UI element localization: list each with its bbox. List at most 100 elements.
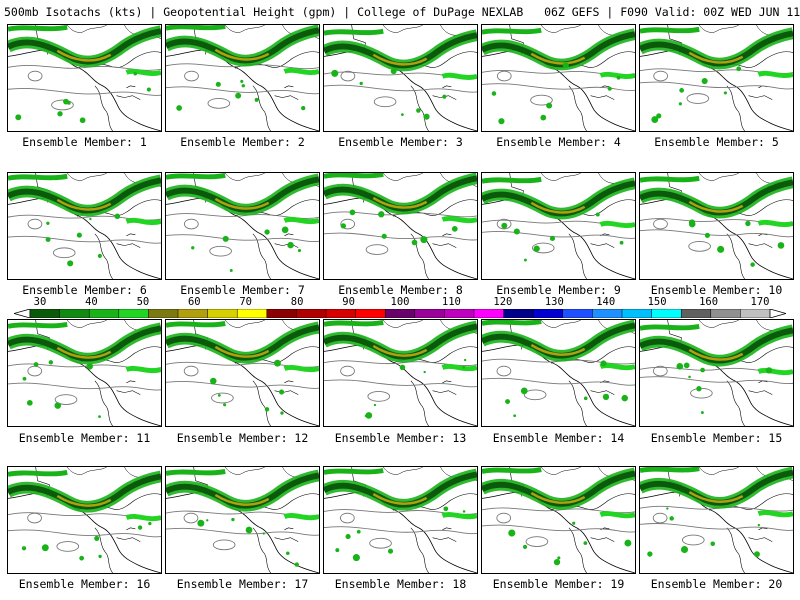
colorbar-label-60: 60 (187, 296, 201, 308)
colorbar-swatch-6 (177, 309, 209, 318)
colorbar-labels: 30 40 50 60 70 80 90 100 110 120 130 140 150 160 170 (0, 296, 800, 308)
colorbar-swatch-22 (651, 309, 682, 318)
ensemble-panel-11 (7, 319, 162, 427)
ensemble-caption-14: Ensemble Member: 14 (492, 431, 625, 445)
colorbar-label-90: 90 (342, 296, 355, 308)
ensemble-panel-14 (481, 319, 636, 427)
colorbar-label-140: 140 (596, 296, 616, 308)
colorbar-label-120: 120 (493, 296, 513, 308)
colorbar-swatch-23 (680, 309, 712, 318)
ensemble-panel-13 (323, 319, 478, 427)
colorbar-swatch-1 (29, 309, 61, 318)
colorbar-swatch-17 (503, 309, 534, 318)
ensemble-caption-12: Ensemble Member: 12 (176, 431, 309, 445)
ensemble-panel-19 (481, 466, 636, 574)
colorbar-swatch-18 (532, 309, 564, 318)
colorbar-label-30: 30 (33, 296, 47, 308)
colorbar-swatch-2 (59, 309, 90, 318)
ensemble-map-5 (640, 25, 793, 131)
ensemble-map-8 (324, 173, 477, 279)
ensemble-panel-3 (323, 24, 478, 132)
colorbar-label-70: 70 (239, 296, 253, 308)
ensemble-map-6 (8, 173, 161, 279)
ensemble-map-3 (324, 25, 477, 131)
colorbar-swatch-13 (384, 309, 416, 318)
colorbar-label-40: 40 (85, 296, 98, 308)
ensemble-caption-16: Ensemble Member: 16 (18, 577, 151, 591)
ensemble-map-16 (8, 467, 161, 573)
colorbar-swatch-8 (236, 309, 268, 318)
ensemble-caption-9: Ensemble Member: 9 (496, 283, 621, 297)
ensemble-map-13 (324, 320, 477, 426)
ensemble-caption-3: Ensemble Member: 3 (338, 135, 463, 149)
ensemble-panel-17 (165, 466, 320, 574)
ensemble-caption-10: Ensemble Member: 10 (650, 283, 783, 297)
ensemble-caption-20: Ensemble Member: 20 (650, 577, 783, 591)
ensemble-map-7 (166, 173, 319, 279)
ensemble-map-14 (482, 320, 635, 426)
ensemble-caption-1: Ensemble Member: 1 (22, 135, 147, 149)
isotach-colorbar (14, 309, 786, 318)
colorbar-swatch-7 (207, 309, 238, 318)
ensemble-panel-8 (323, 172, 478, 280)
ensemble-caption-2: Ensemble Member: 2 (180, 135, 305, 149)
ensemble-map-18 (324, 467, 477, 573)
title-left: 500mb Isotachs (kts) | Geopotential Heig… (4, 5, 524, 19)
colorbar-label-50: 50 (136, 296, 150, 308)
colorbar-label-110: 110 (441, 296, 461, 308)
colorbar-swatch-10 (296, 309, 327, 318)
title-right: 06Z GEFS | F090 Valid: 00Z WED JUN 11 20… (544, 5, 800, 19)
colorbar-label-150: 150 (647, 296, 667, 308)
ensemble-panel-5 (639, 24, 794, 132)
colorbar-swatch-16 (473, 309, 505, 318)
ensemble-panel-16 (7, 466, 162, 574)
colorbar-swatch-19 (562, 309, 593, 318)
colorbar-swatch-11 (325, 309, 357, 318)
ensemble-caption-18: Ensemble Member: 18 (334, 577, 467, 591)
ensemble-caption-5: Ensemble Member: 5 (654, 135, 779, 149)
ensemble-caption-13: Ensemble Member: 13 (334, 431, 467, 445)
ensemble-panel-1 (7, 24, 162, 132)
ensemble-caption-4: Ensemble Member: 4 (496, 135, 621, 149)
ensemble-map-11 (8, 320, 161, 426)
colorbar-swatch-9 (266, 309, 297, 318)
ensemble-panel-6 (7, 172, 162, 280)
ensemble-caption-6: Ensemble Member: 6 (22, 283, 147, 297)
colorbar-label-130: 130 (544, 296, 564, 308)
colorbar-max-arrow (769, 309, 786, 318)
ensemble-panel-15 (639, 319, 794, 427)
colorbar-swatch-14 (414, 309, 445, 318)
ensemble-panel-18 (323, 466, 478, 574)
colorbar-swatch-3 (88, 309, 120, 318)
colorbar-swatch-4 (118, 309, 149, 318)
ensemble-panel-20 (639, 466, 794, 574)
ensemble-map-10 (640, 173, 793, 279)
ensemble-map-15 (640, 320, 793, 426)
ensemble-map-12 (166, 320, 319, 426)
colorbar-swatch-5 (148, 309, 179, 318)
ensemble-caption-11: Ensemble Member: 11 (18, 431, 151, 445)
ensemble-map-4 (482, 25, 635, 131)
ensemble-caption-15: Ensemble Member: 15 (650, 431, 783, 445)
colorbar-min-arrow (14, 309, 31, 318)
ensemble-caption-17: Ensemble Member: 17 (176, 577, 309, 591)
colorbar-swatch-24 (710, 309, 741, 318)
ensemble-caption-7: Ensemble Member: 7 (180, 283, 305, 297)
ensemble-map-19 (482, 467, 635, 573)
ensemble-panel-4 (481, 24, 636, 132)
colorbar-swatch-20 (592, 309, 623, 318)
ensemble-panel-12 (165, 319, 320, 427)
ensemble-map-1 (8, 25, 161, 131)
colorbar-swatch-12 (355, 309, 386, 318)
ensemble-panel-10 (639, 172, 794, 280)
colorbar-swatch-25 (740, 309, 771, 318)
ensemble-panel-9 (481, 172, 636, 280)
colorbar-label-80: 80 (290, 296, 304, 308)
ensemble-panel-2 (165, 24, 320, 132)
colorbar-swatch-15 (444, 309, 475, 318)
map-title: 500mb Isotachs (kts) | Geopotential Heig… (4, 2, 800, 22)
ensemble-caption-8: Ensemble Member: 8 (338, 283, 463, 297)
colorbar-swatch-21 (621, 309, 653, 318)
ensemble-map-2 (166, 25, 319, 131)
